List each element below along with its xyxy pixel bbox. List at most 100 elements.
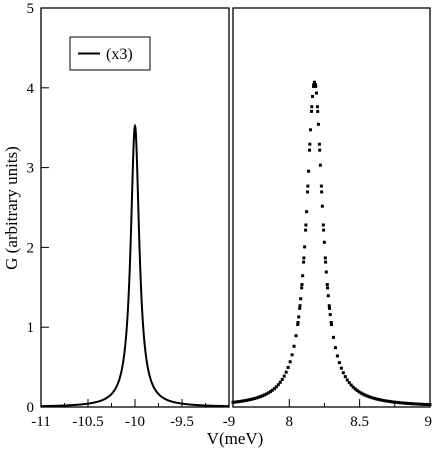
data-point [324, 270, 328, 274]
data-point [345, 378, 349, 382]
data-point [245, 398, 249, 402]
data-point [266, 391, 270, 395]
data-point [263, 393, 267, 397]
x-tick-label: -9.5 [170, 414, 194, 430]
data-point [282, 374, 286, 378]
data-point [303, 245, 307, 249]
data-point [328, 313, 332, 317]
data-point [383, 399, 387, 403]
data-point [298, 304, 302, 308]
data-point [302, 260, 306, 264]
data-point [305, 210, 309, 214]
data-point [270, 388, 274, 392]
data-point [331, 335, 335, 339]
data-point [274, 385, 278, 389]
data-point [313, 83, 317, 87]
data-point [304, 223, 308, 227]
data-point [369, 395, 373, 399]
data-point [253, 396, 257, 400]
data-point [243, 399, 247, 403]
data-point [300, 283, 304, 287]
y-axis-label: G (arbitrary units) [2, 146, 21, 270]
data-point [400, 401, 404, 405]
data-point [357, 390, 361, 394]
x-axis-label: V(meV) [207, 429, 264, 448]
x-tick-label: 9 [425, 414, 433, 430]
data-point [396, 401, 400, 405]
data-point [307, 169, 311, 173]
x-tick-label: -10.5 [72, 414, 103, 430]
data-point [347, 381, 351, 385]
data-point [302, 256, 306, 260]
data-point [424, 402, 428, 406]
data-point [322, 240, 326, 244]
y-tick-label: 2 [27, 240, 35, 256]
data-point [377, 398, 381, 402]
data-point [306, 184, 310, 188]
data-point [312, 80, 316, 84]
data-point [296, 323, 300, 327]
data-point [330, 323, 333, 327]
data-point [375, 397, 379, 401]
data-point [280, 377, 284, 381]
data-point [316, 109, 320, 113]
data-point [387, 399, 391, 403]
data-point [239, 399, 243, 403]
data-point [314, 91, 318, 95]
data-point [393, 400, 397, 404]
data-point [288, 360, 292, 364]
data-point [398, 401, 402, 405]
data-point [325, 283, 329, 287]
data-point [315, 105, 319, 109]
left-x-axis-ticks: -11 -10.5 -10 -9.5 -9 [31, 399, 235, 430]
data-point [235, 400, 239, 404]
data-point [290, 353, 294, 357]
data-point [255, 396, 259, 400]
data-point [308, 142, 312, 146]
data-point [391, 400, 395, 404]
data-point [329, 320, 333, 324]
data-point [319, 184, 323, 188]
data-point [268, 390, 272, 394]
data-point [276, 383, 280, 387]
data-point [414, 402, 418, 406]
data-point [361, 392, 365, 396]
data-point [311, 84, 315, 88]
data-point [385, 399, 389, 403]
data-point [412, 402, 416, 406]
data-point [322, 228, 326, 232]
data-point [420, 402, 424, 406]
data-point [406, 401, 410, 405]
data-point [316, 122, 320, 126]
x-tick-label: -11 [31, 414, 50, 430]
data-point [310, 105, 314, 109]
data-point [410, 402, 414, 406]
data-point [326, 286, 330, 290]
data-point [251, 397, 255, 401]
data-point [326, 294, 330, 298]
data-point [381, 398, 385, 402]
data-point [312, 83, 316, 87]
data-point [328, 306, 332, 310]
data-point [422, 402, 426, 406]
data-point [309, 128, 313, 132]
legend-label: (x3) [106, 46, 133, 63]
data-point [363, 393, 367, 397]
data-point [341, 371, 345, 375]
data-point [296, 320, 300, 324]
right-panel-frame [232, 7, 431, 408]
data-point [294, 334, 298, 338]
y-tick-label: 4 [27, 81, 35, 97]
data-point [233, 400, 237, 404]
data-point [304, 228, 308, 232]
data-point [259, 395, 263, 399]
data-point [318, 148, 322, 152]
data-point [257, 395, 261, 399]
right-series-curve [231, 80, 432, 407]
data-point [416, 402, 420, 406]
data-point [353, 387, 357, 391]
data-point [261, 394, 265, 398]
data-point [311, 94, 315, 98]
data-point [286, 365, 290, 369]
data-point [310, 109, 314, 113]
